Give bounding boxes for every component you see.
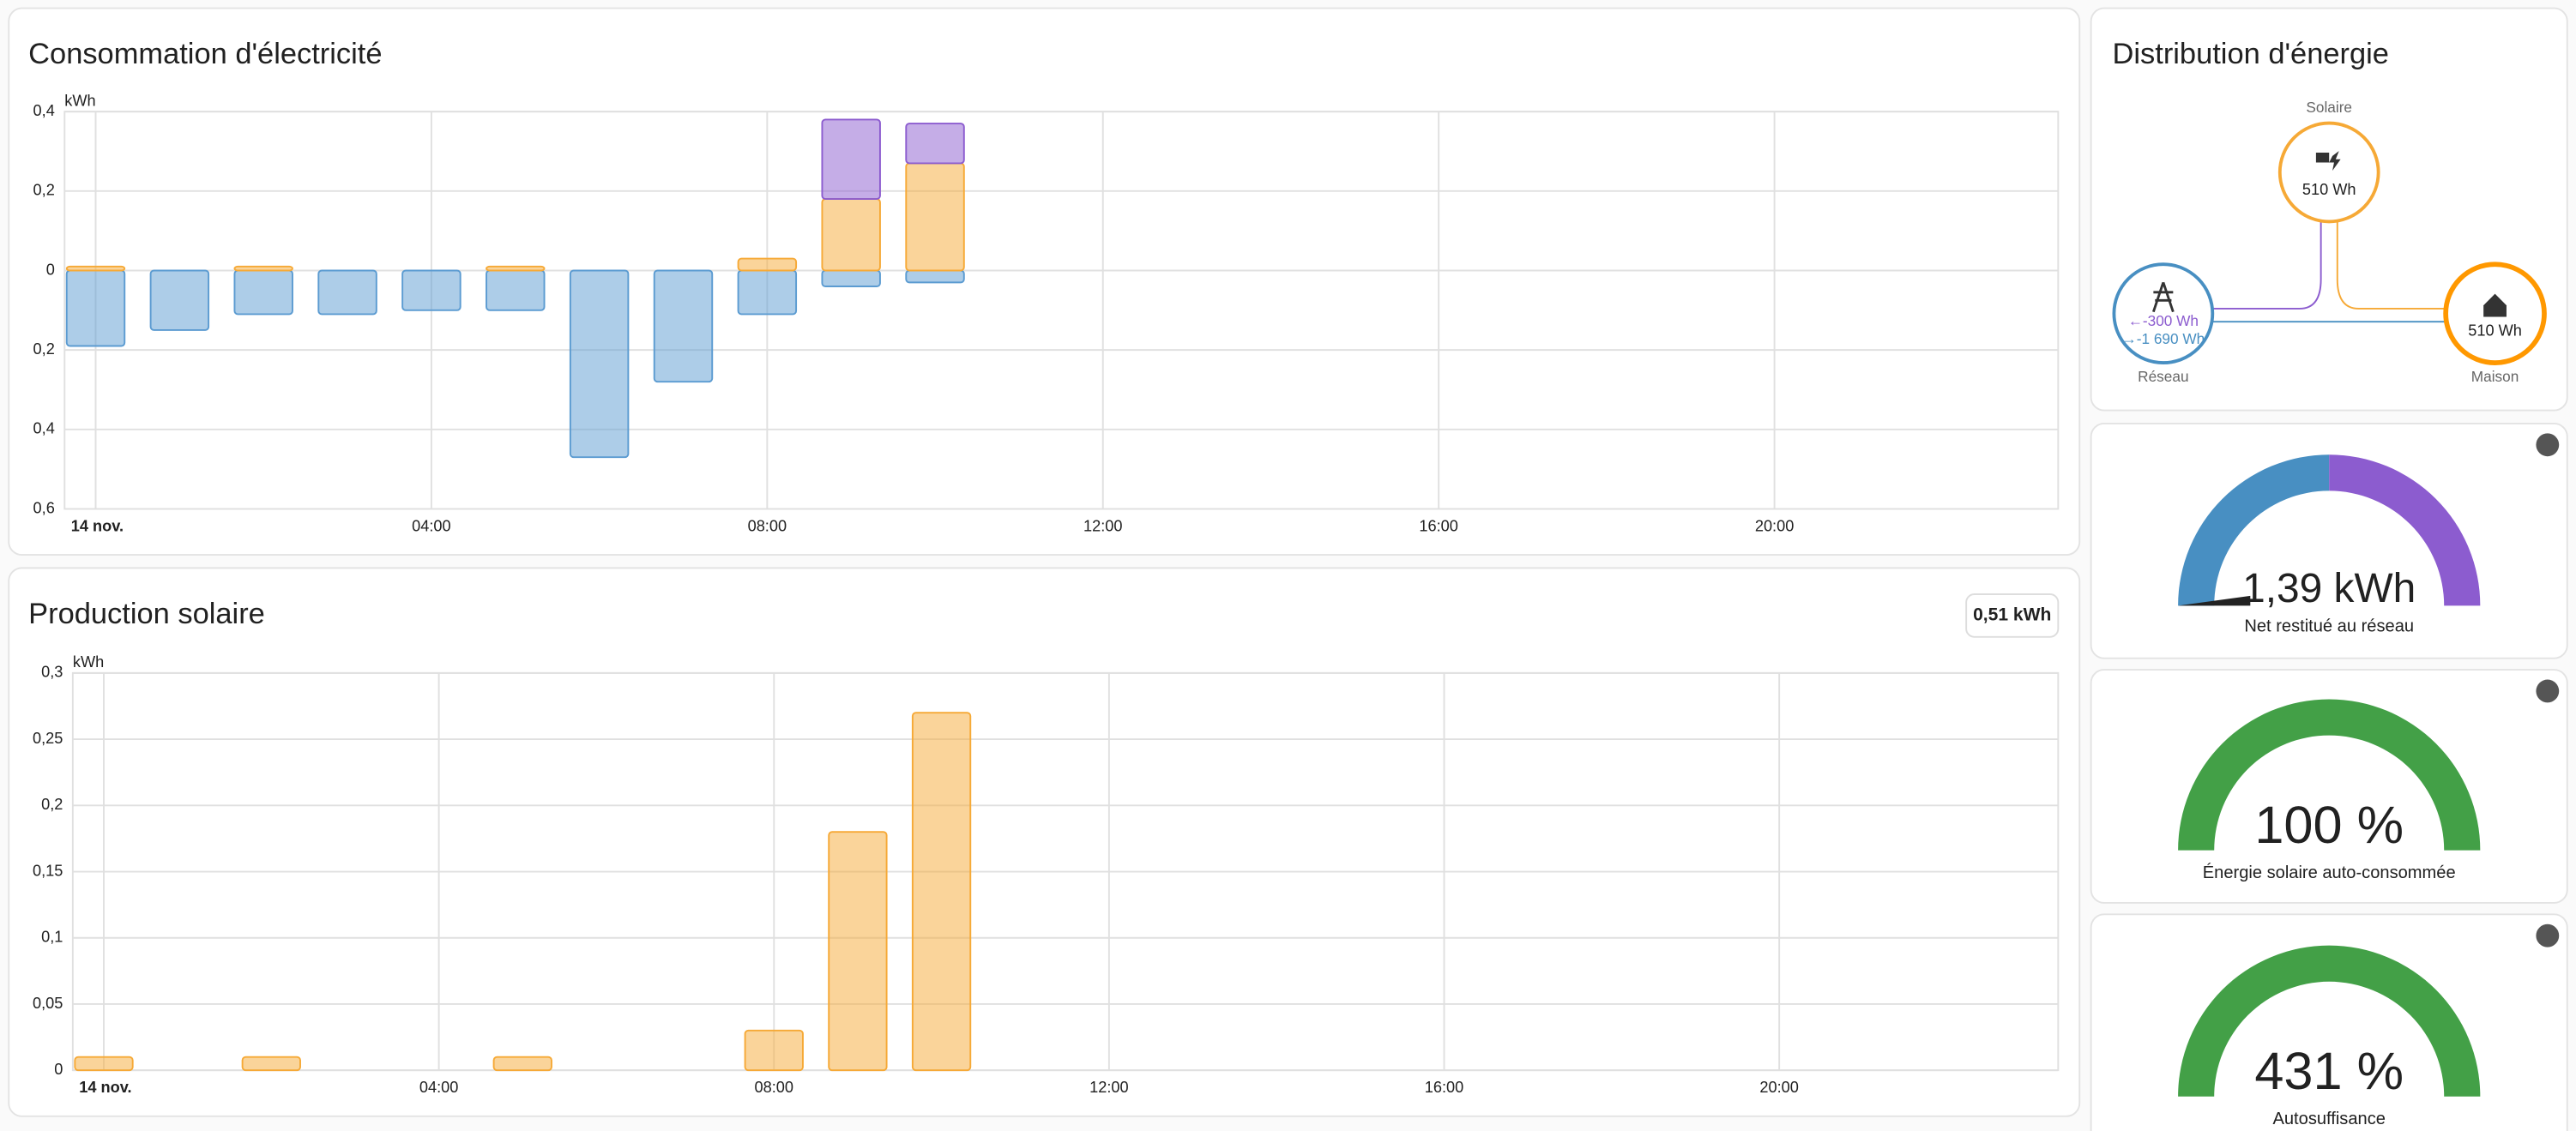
- bar: [233, 269, 293, 316]
- gauge-label: Énergie solaire auto-consommée: [2203, 863, 2456, 882]
- y-tick-label: 0,05: [33, 995, 63, 1012]
- energy-distribution: Distribution d'énergie Solaire 510 Wh ←-…: [2112, 38, 2547, 385]
- y-tick-label: 0: [46, 261, 55, 278]
- bar: [492, 1056, 552, 1072]
- bar: [401, 269, 462, 311]
- bar: [821, 118, 881, 201]
- node-label: Réseau: [2138, 368, 2188, 385]
- bar: [65, 265, 126, 272]
- node-value: 510 Wh: [2302, 181, 2356, 198]
- x-tick-label: 08:00: [755, 1079, 793, 1096]
- bar: [737, 269, 798, 316]
- x-tick-label: 12:00: [1089, 1079, 1128, 1096]
- y-tick-label: 0,1: [41, 929, 63, 946]
- node-value: 510 Wh: [2468, 322, 2522, 339]
- node-value: →-1 690 Wh: [2122, 330, 2205, 347]
- bar: [149, 269, 210, 331]
- bar: [905, 123, 965, 165]
- bar: [911, 712, 972, 1072]
- gauge: 1,39 kWh Net restitué au réseau: [2178, 433, 2560, 636]
- bar: [317, 269, 377, 316]
- bar: [569, 269, 630, 459]
- y-tick-label: 0,4: [33, 102, 55, 119]
- x-tick-label: 04:00: [419, 1079, 458, 1096]
- x-tick-label: 04:00: [412, 517, 450, 534]
- plot-frame: [71, 671, 2060, 1072]
- card: [8, 567, 2081, 1117]
- gauge-value: 431 %: [2254, 1042, 2404, 1100]
- gauge-label: Autosuffisance: [2272, 1110, 2385, 1128]
- card-title: Consommation d'électricité: [28, 38, 382, 70]
- bar: [233, 265, 293, 272]
- bar: [828, 831, 888, 1072]
- bar: [486, 265, 546, 272]
- gauge: 100 % Énergie solaire auto-consommée: [2178, 679, 2560, 882]
- flow-line: [2212, 221, 2322, 310]
- bar: [821, 198, 881, 272]
- x-tick-label: 08:00: [748, 517, 787, 534]
- gauge-arc: [2178, 699, 2481, 851]
- y-tick-label: 0,25: [33, 730, 63, 747]
- info-icon[interactable]: [2536, 923, 2560, 948]
- y-tick-label: 0: [54, 1061, 63, 1078]
- bar: [821, 269, 881, 287]
- x-tick-label: 20:00: [1755, 517, 1794, 534]
- card: [8, 7, 2081, 556]
- x-tick-label: 16:00: [1425, 1079, 1463, 1096]
- card-title: Distribution d'énergie: [2113, 38, 2389, 70]
- bar: [241, 1056, 301, 1072]
- x-tick-label: 16:00: [1419, 517, 1457, 534]
- node-label: Solaire: [2306, 99, 2352, 116]
- x-tick-label: 14 nov.: [79, 1079, 131, 1096]
- grid-node: [2112, 262, 2215, 364]
- flow-line: [2336, 221, 2446, 310]
- info-icon[interactable]: [2536, 679, 2560, 703]
- y-tick-label: 0,4: [33, 420, 55, 437]
- y-tick-label: 0,6: [33, 499, 55, 516]
- x-tick-label: 14 nov.: [71, 517, 124, 534]
- solar-node: [2277, 121, 2380, 224]
- bar: [486, 269, 546, 311]
- bar: [905, 162, 965, 272]
- gauge-arc: [2178, 945, 2481, 1097]
- solar-icon: [2315, 151, 2341, 171]
- total-badge: [1965, 593, 2060, 638]
- y-tick-label: 0,2: [33, 182, 55, 199]
- node-value: ←-300 Wh: [2128, 312, 2199, 329]
- bar: [65, 269, 126, 347]
- card-title: Production solaire: [28, 598, 265, 630]
- bar: [74, 1056, 134, 1072]
- gauge-arc: [2329, 454, 2481, 606]
- info-icon[interactable]: [2536, 433, 2560, 457]
- y-tick-label: 0,15: [33, 862, 63, 879]
- bar: [737, 257, 798, 272]
- bar: [744, 1029, 804, 1072]
- y-tick-label: 0,3: [41, 664, 63, 681]
- node-label: Maison: [2471, 368, 2519, 385]
- plot-frame: [63, 111, 2060, 510]
- y-tick-label: 0,2: [33, 340, 55, 358]
- gauge-arc: [2178, 454, 2330, 606]
- y-tick-label: 0,2: [41, 796, 63, 813]
- gauge-needle: [2178, 595, 2251, 606]
- gauge: 431 % Autosuffisance: [2178, 923, 2560, 1128]
- gauge-value: 100 %: [2254, 796, 2404, 854]
- grid-icon: [2152, 281, 2175, 313]
- y-unit: kWh: [64, 92, 95, 109]
- gauge-value: 1,39 kWh: [2242, 566, 2416, 611]
- home-icon: [2483, 293, 2507, 317]
- x-tick-label: 12:00: [1083, 517, 1122, 534]
- total-value: 0,51 kWh: [1973, 605, 2051, 624]
- gauge-label: Net restitué au réseau: [2244, 617, 2414, 636]
- bar: [653, 269, 714, 383]
- y-unit: kWh: [73, 653, 104, 671]
- bar: [905, 269, 965, 284]
- x-tick-label: 20:00: [1759, 1079, 1798, 1096]
